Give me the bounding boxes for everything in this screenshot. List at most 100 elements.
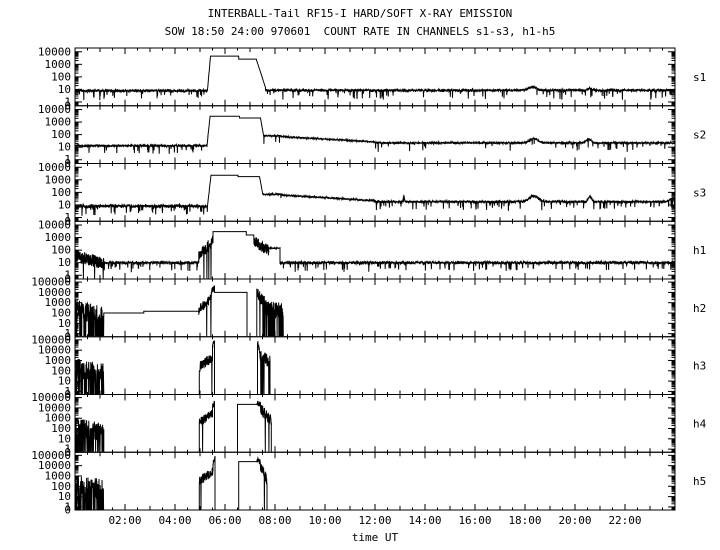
series-h1 <box>75 231 675 279</box>
y-tick-label: 1 <box>64 327 71 340</box>
y-tick-label: 100 <box>51 128 71 141</box>
y-tick-label: 100000 <box>31 276 71 289</box>
y-tick-label: 100 <box>51 422 71 435</box>
panel-frame-h5 <box>74 451 676 511</box>
y-tick-label: 10 <box>58 256 71 269</box>
y-tick-label: 1000 <box>45 173 72 186</box>
series-h3 <box>75 340 675 394</box>
x-tick-label: 20:00 <box>558 514 591 527</box>
y-tick-label: 1 <box>64 269 71 282</box>
y-tick-label: 10000 <box>38 401 71 414</box>
y-tick-label: 10000 <box>38 344 71 357</box>
y-tick-label: 1 <box>64 95 71 108</box>
y-tick-label: 1000 <box>45 469 72 482</box>
y-tick-label: 0 <box>64 273 71 286</box>
y-tick-label: 10 <box>58 432 71 445</box>
panel-label-h2: h2 <box>693 302 706 315</box>
panel-label-h4: h4 <box>693 417 707 430</box>
y-tick-label: 10000 <box>38 219 71 232</box>
y-tick-label: 100000 <box>31 449 71 462</box>
y-tick-label: 0 <box>64 504 71 517</box>
y-tick-label: 1000 <box>45 58 72 71</box>
panel-frame-s3 <box>74 163 676 222</box>
y-tick-label: 100 <box>51 480 71 493</box>
series-h2 <box>75 285 284 337</box>
panel-frame-h2 <box>74 278 676 338</box>
y-tick-label: 10000 <box>38 286 71 299</box>
series-s2 <box>75 115 675 154</box>
y-tick-label: 10 <box>58 490 71 503</box>
x-axis-title: time UT <box>351 531 399 544</box>
y-tick-label: 10 <box>58 141 71 154</box>
panel-frame-h3 <box>74 336 676 395</box>
x-tick-label: 16:00 <box>458 514 491 527</box>
y-tick-label: 1000 <box>45 231 72 244</box>
y-tick-label: 0 <box>64 215 71 228</box>
y-tick-label: 100 <box>51 186 71 199</box>
series-s3 <box>75 174 675 216</box>
panel-label-s1: s1 <box>693 71 706 84</box>
panel-frame-h4 <box>74 394 676 453</box>
x-tick-label: 08:00 <box>258 514 291 527</box>
y-tick-label: 10000 <box>38 45 71 58</box>
panel-label-h3: h3 <box>693 360 706 373</box>
x-tick-label: 12:00 <box>358 514 391 527</box>
panel-label-h5: h5 <box>693 475 706 488</box>
chart-subtitle: SOW 18:50 24:00 970601 COUNT RATE IN CHA… <box>164 25 556 38</box>
y-tick-label: 1 <box>64 443 71 456</box>
y-tick-label: 0 <box>64 330 71 343</box>
y-tick-label: 1 <box>64 153 71 166</box>
series-s1 <box>75 55 675 101</box>
x-tick-label: 22:00 <box>608 514 641 527</box>
panel-label-s2: s2 <box>693 129 706 142</box>
y-tick-label: 100 <box>51 70 71 83</box>
panel-frame-s2 <box>74 105 676 164</box>
y-tick-label: 100 <box>51 244 71 257</box>
y-tick-label: 10000 <box>38 459 71 472</box>
x-tick-label: 06:00 <box>208 514 241 527</box>
panel-frame-h1 <box>74 220 676 280</box>
y-tick-label: 10000 <box>38 103 71 116</box>
panel-label-s3: s3 <box>693 186 706 199</box>
series-h5 <box>75 455 675 510</box>
series-h4 <box>75 400 272 452</box>
x-tick-label: 04:00 <box>158 514 191 527</box>
chart-title: INTERBALL-Tail RF15-I HARD/SOFT X-RAY EM… <box>207 7 513 20</box>
y-tick-label: 0 <box>64 99 71 112</box>
y-tick-label: 1000 <box>45 354 72 367</box>
y-tick-label: 0 <box>64 446 71 459</box>
y-tick-label: 10 <box>58 198 71 211</box>
y-tick-label: 100 <box>51 364 71 377</box>
y-tick-label: 10000 <box>38 161 71 174</box>
panel-frame-s1 <box>74 47 676 107</box>
y-tick-label: 10 <box>58 83 71 96</box>
x-tick-label: 10:00 <box>308 514 341 527</box>
y-tick-label: 100000 <box>31 333 71 346</box>
y-tick-label: 100 <box>51 307 71 320</box>
x-tick-label: 18:00 <box>508 514 541 527</box>
y-tick-label: 1 <box>64 500 71 513</box>
y-tick-label: 0 <box>64 388 71 401</box>
y-tick-label: 1000 <box>45 116 72 129</box>
y-tick-label: 100000 <box>31 391 71 404</box>
y-tick-label: 1 <box>64 211 71 224</box>
x-tick-label: 02:00 <box>108 514 141 527</box>
y-tick-label: 10 <box>58 317 71 330</box>
panel-label-h1: h1 <box>693 244 706 257</box>
y-tick-label: 0 <box>64 157 71 170</box>
y-tick-label: 1000 <box>45 296 72 309</box>
y-tick-label: 10 <box>58 375 71 388</box>
y-tick-label: 1 <box>64 385 71 398</box>
x-tick-label: 14:00 <box>408 514 441 527</box>
y-tick-label: 1000 <box>45 412 72 425</box>
